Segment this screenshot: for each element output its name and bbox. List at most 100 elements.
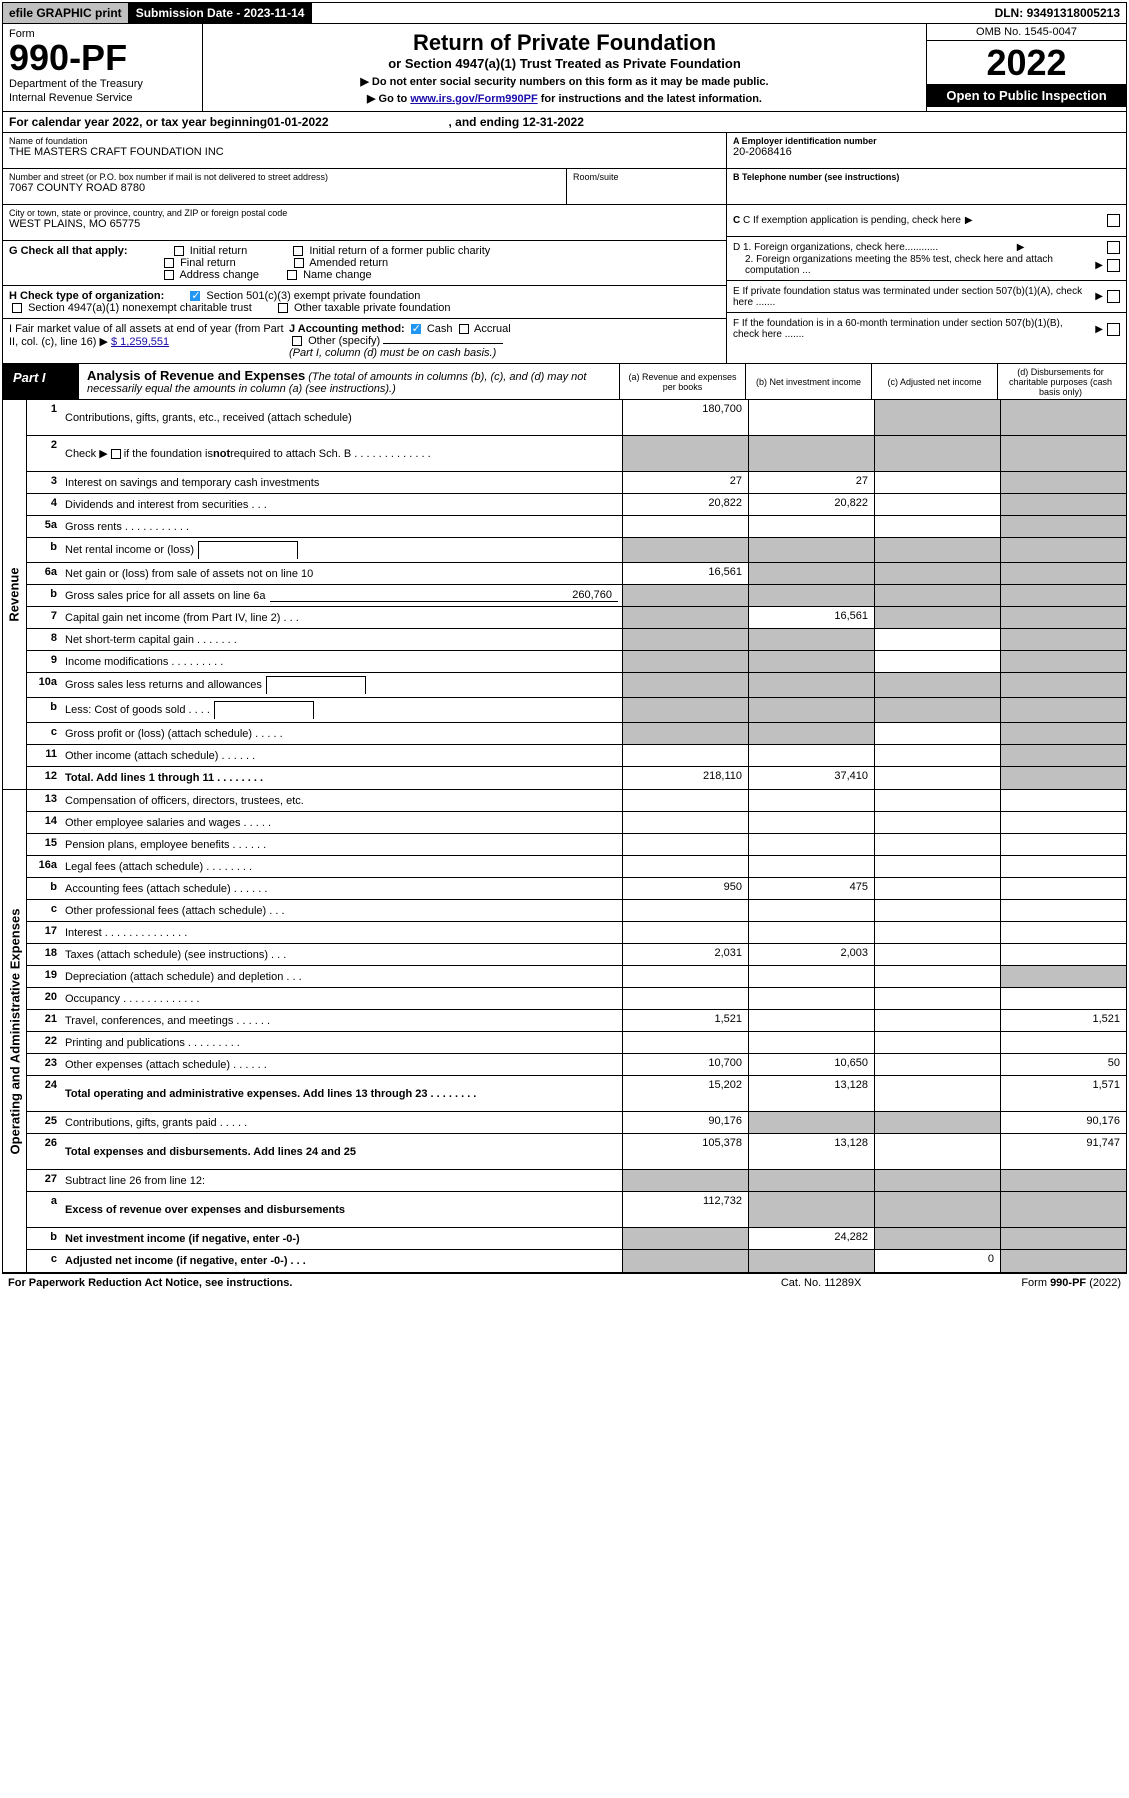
cb-initial-return[interactable] xyxy=(174,246,184,256)
cell-b: 13,128 xyxy=(748,1076,874,1111)
col-b-head: (b) Net investment income xyxy=(745,364,871,399)
row-number: b xyxy=(27,1228,61,1249)
irs-link[interactable]: www.irs.gov/Form990PF xyxy=(410,93,537,105)
info-left: Name of foundation THE MASTERS CRAFT FOU… xyxy=(3,133,726,363)
cell-c xyxy=(874,1170,1000,1191)
cell-b xyxy=(748,1010,874,1031)
cell-c xyxy=(874,1112,1000,1133)
cell-dd xyxy=(1000,790,1126,811)
row-desc: Depreciation (attach schedule) and deple… xyxy=(61,966,622,987)
cb-name-change[interactable] xyxy=(287,270,297,280)
cell-b xyxy=(748,900,874,921)
j-accrual: Accrual xyxy=(474,323,511,335)
row-desc: Contributions, gifts, grants, etc., rece… xyxy=(61,400,622,435)
cb-exemption-pending[interactable] xyxy=(1107,214,1120,227)
cell-dd xyxy=(1000,1250,1126,1272)
room-label: Room/suite xyxy=(573,172,720,182)
header-left: Form 990-PF Department of the Treasury I… xyxy=(3,24,203,111)
cb-address-change[interactable] xyxy=(164,270,174,280)
col-d-label: (d) Disbursements for charitable purpose… xyxy=(1002,367,1119,397)
row-desc: Net investment income (if negative, ente… xyxy=(61,1228,622,1249)
submission-date-value: 2023-11-14 xyxy=(244,6,305,20)
cell-b xyxy=(748,585,874,606)
cell-a xyxy=(622,629,748,650)
col-a-head: (a) Revenue and expenses per books xyxy=(619,364,745,399)
row-number: 2 xyxy=(27,436,61,471)
dept-irs: Internal Revenue Service xyxy=(9,92,196,104)
row-number: 8 xyxy=(27,629,61,650)
table-row: 17Interest . . . . . . . . . . . . . . xyxy=(27,922,1126,944)
cell-c xyxy=(874,812,1000,833)
cell-dd xyxy=(1000,1032,1126,1053)
cb-other-method[interactable] xyxy=(292,336,302,346)
table-row: 1Contributions, gifts, grants, etc., rec… xyxy=(27,400,1126,436)
cb-4947[interactable] xyxy=(12,303,22,313)
cell-dd xyxy=(1000,629,1126,650)
cell-b xyxy=(748,1170,874,1191)
form-title: Return of Private Foundation xyxy=(209,30,920,56)
cb-terminated[interactable] xyxy=(1107,290,1120,303)
g-label: G Check all that apply: xyxy=(9,245,128,257)
cell-a: 10,700 xyxy=(622,1054,748,1075)
row-desc: Legal fees (attach schedule) . . . . . .… xyxy=(61,856,622,877)
cell-a xyxy=(622,966,748,987)
cb-accrual[interactable] xyxy=(459,324,469,334)
fmv-value[interactable]: $ 1,259,551 xyxy=(111,336,169,348)
row-desc: Total expenses and disbursements. Add li… xyxy=(61,1134,622,1169)
table-row: cAdjusted net income (if negative, enter… xyxy=(27,1250,1126,1272)
cb-foreign-org[interactable] xyxy=(1107,241,1120,254)
cell-c xyxy=(874,673,1000,697)
table-row: 11Other income (attach schedule) . . . .… xyxy=(27,745,1126,767)
cell-b xyxy=(748,856,874,877)
cell-a xyxy=(622,812,748,833)
row-number: 18 xyxy=(27,944,61,965)
info-right: A Employer identification number 20-2068… xyxy=(726,133,1126,363)
cell-c xyxy=(874,698,1000,722)
cb-85pct[interactable] xyxy=(1107,259,1120,272)
cell-a xyxy=(622,723,748,744)
efile-text: GRAPHIC print xyxy=(33,6,122,20)
row-desc: Excess of revenue over expenses and disb… xyxy=(61,1192,622,1227)
table-row: 24Total operating and administrative exp… xyxy=(27,1076,1126,1112)
row-number: b xyxy=(27,878,61,899)
cell-b xyxy=(748,988,874,1009)
cell-c xyxy=(874,516,1000,537)
cell-dd xyxy=(1000,878,1126,899)
a-label: A Employer identification number xyxy=(733,136,877,146)
ein-value: 20-2068416 xyxy=(733,146,1120,158)
cell-a xyxy=(622,1250,748,1272)
cell-dd xyxy=(1000,607,1126,628)
submission-label: Submission Date - xyxy=(136,6,244,20)
form-subtitle: or Section 4947(a)(1) Trust Treated as P… xyxy=(209,56,920,71)
cell-a: 15,202 xyxy=(622,1076,748,1111)
tax-year: 2022 xyxy=(927,41,1126,84)
row-desc: Taxes (attach schedule) (see instruction… xyxy=(61,944,622,965)
col-d-head: (d) Disbursements for charitable purpose… xyxy=(997,364,1123,399)
cb-initial-public[interactable] xyxy=(293,246,303,256)
header-mid: Return of Private Foundation or Section … xyxy=(203,24,926,111)
cell-c xyxy=(874,900,1000,921)
cell-a: 105,378 xyxy=(622,1134,748,1169)
cb-amended[interactable] xyxy=(294,258,304,268)
expenses-side-label: Operating and Administrative Expenses xyxy=(3,790,27,1272)
cb-60month[interactable] xyxy=(1107,323,1120,336)
table-row: bGross sales price for all assets on lin… xyxy=(27,585,1126,607)
row-desc: Interest . . . . . . . . . . . . . . xyxy=(61,922,622,943)
cell-a: 20,822 xyxy=(622,494,748,515)
row-desc: Net gain or (loss) from sale of assets n… xyxy=(61,563,622,584)
table-row: 3Interest on savings and temporary cash … xyxy=(27,472,1126,494)
cb-501c3[interactable] xyxy=(190,291,200,301)
cb-other-taxable[interactable] xyxy=(278,303,288,313)
foundation-name: THE MASTERS CRAFT FOUNDATION INC xyxy=(9,146,720,158)
cell-b xyxy=(748,516,874,537)
cb-final-return[interactable] xyxy=(164,258,174,268)
row-desc: Occupancy . . . . . . . . . . . . . xyxy=(61,988,622,1009)
row-desc: Other professional fees (attach schedule… xyxy=(61,900,622,921)
cell-dd xyxy=(1000,516,1126,537)
dept-treasury: Department of the Treasury xyxy=(9,78,196,90)
cell-c xyxy=(874,1032,1000,1053)
city-value: WEST PLAINS, MO 65775 xyxy=(9,218,720,230)
row-number: 19 xyxy=(27,966,61,987)
cb-cash[interactable] xyxy=(411,324,421,334)
cell-dd xyxy=(1000,436,1126,471)
